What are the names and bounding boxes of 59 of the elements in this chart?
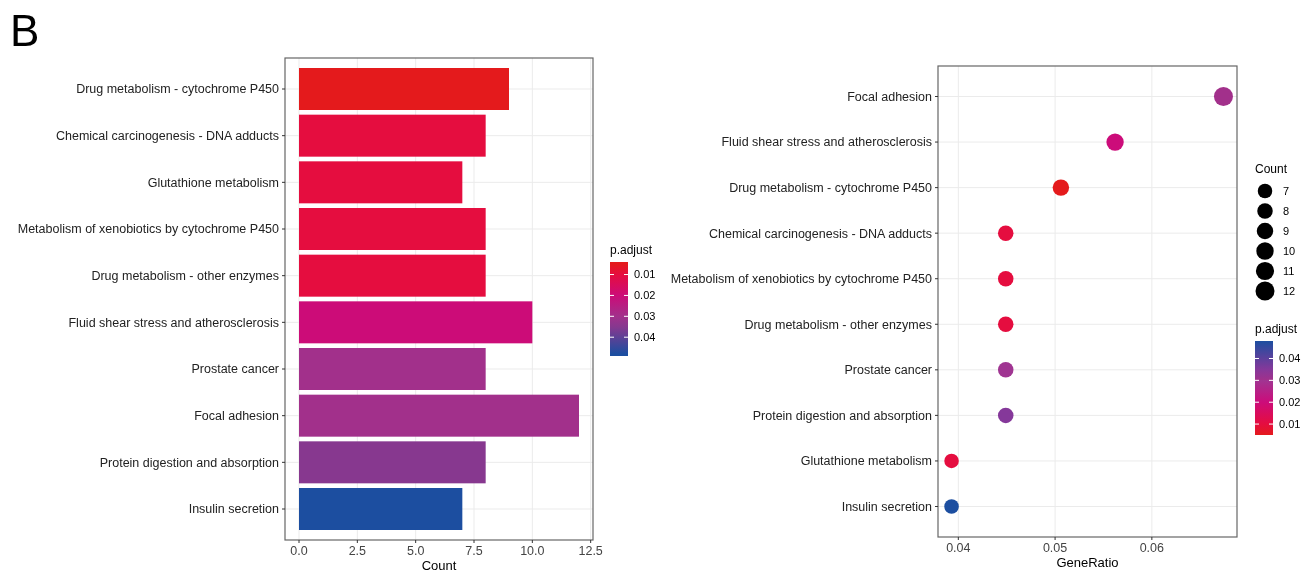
y-tick-label: Drug metabolism - other enzymes [744,317,932,332]
x-tick-label: 2.5 [348,544,367,558]
y-tick-label: Fluid shear stress and atherosclerosis [721,135,932,150]
bar [299,208,486,250]
y-tick-label: Metabolism of xenobiotics by cytochrome P450 [17,222,280,237]
bar [299,394,579,437]
y-tick-label: Chemical carcinogenesis - DNA adducts [55,129,279,144]
legend-label: 9 [1283,224,1290,237]
legend-label: 11 [1283,264,1295,277]
color-bar-label: 0.03 [634,310,656,323]
y-tick-label: Prostate cancer [191,362,279,377]
y-tick-label: Glutathione metabolism [800,454,932,469]
bar [299,254,486,297]
bar [299,114,486,157]
legend-label: 8 [1283,204,1290,217]
y-tick-label: Chemical carcinogenesis - DNA adducts [708,226,932,241]
color-bar-label: 0.01 [634,268,656,281]
x-tick-label: 10.0 [520,544,545,558]
y-tick-label: Insulin secretion [188,502,280,517]
y-tick-label: Protein digestion and absorption [752,408,933,423]
legend-label: 7 [1283,184,1290,197]
y-tick-label: Drug metabolism - cytochrome P450 [729,180,933,195]
x-tick-label: 12.5 [578,544,603,558]
y-tick-label: Prostate cancer [844,363,932,378]
x-axis-title: Count [421,558,457,573]
color-bar-label: 0.04 [634,331,656,344]
y-tick-label: Drug metabolism - other enzymes [91,269,279,284]
y-tick-label: Focal adhesion [847,89,933,104]
x-tick-label: 0.0 [290,544,308,558]
y-tick-label: Glutathione metabolism [147,175,279,190]
x-tick-label: 0.06 [1139,541,1165,555]
legend-label: 10 [1283,244,1296,257]
bar [299,488,463,530]
color-bar-label: 0.01 [1279,417,1301,430]
color-bar-label: 0.02 [1279,396,1301,409]
x-tick-label: 0.04 [946,541,971,555]
y-tick-label: Metabolism of xenobiotics by cytochrome P450 [670,272,933,287]
bar [299,441,486,484]
color-bar-label: 0.04 [1279,352,1301,365]
y-tick-label: Fluid shear stress and atherosclerosis [68,315,279,330]
color-bar-label: 0.02 [634,289,656,302]
x-tick-label: 5.0 [406,544,425,558]
x-axis-title: GeneRatio [1056,555,1119,570]
x-tick-label: 7.5 [465,544,483,558]
legend-label: 12 [1283,284,1296,297]
y-tick-label: Drug metabolism - cytochrome P450 [76,82,280,97]
bar [299,301,533,344]
bar [299,348,486,390]
y-tick-label: Insulin secretion [841,499,933,514]
bar [299,68,509,110]
color-bar-title: p.adjust [1255,322,1298,336]
y-tick-label: Focal adhesion [194,409,280,424]
y-tick-label: Protein digestion and absorption [99,455,280,470]
color-bar-title: p.adjust [610,243,653,257]
x-tick-label: 0.05 [1042,541,1068,555]
bar [299,161,463,204]
legend-title: Count [1255,162,1288,176]
color-bar-label: 0.03 [1279,374,1301,387]
text: B [10,6,40,55]
